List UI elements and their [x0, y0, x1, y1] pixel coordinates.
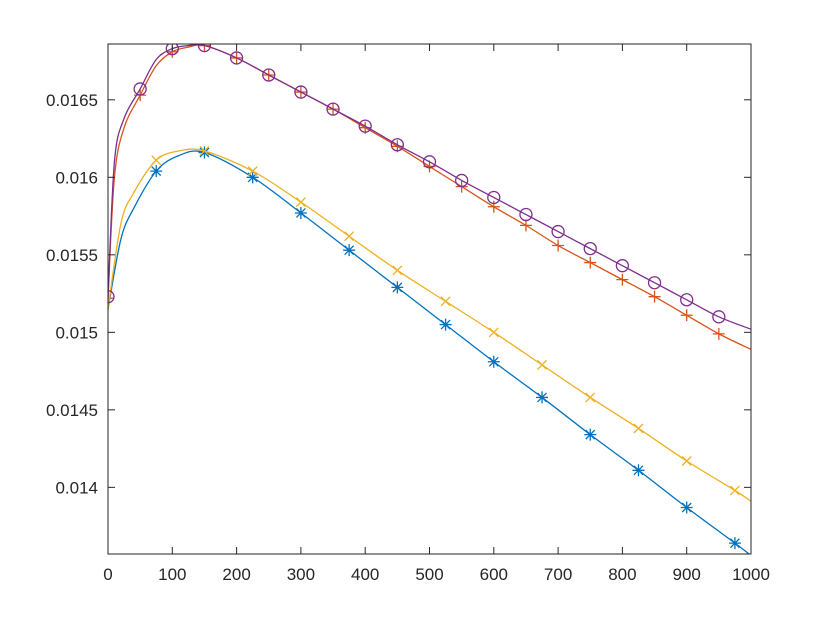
series-3-marker — [488, 327, 499, 338]
x-tick-label: 400 — [351, 565, 379, 584]
series-3-marker — [392, 265, 403, 276]
series-1-marker — [391, 281, 404, 294]
series-2-marker — [712, 327, 725, 340]
series-4-marker — [551, 224, 565, 239]
series-2-marker — [616, 273, 629, 286]
y-tick-label: 0.0155 — [46, 246, 98, 265]
series-4 — [108, 44, 751, 330]
series-4-marker — [133, 82, 147, 96]
series-2-marker — [584, 256, 597, 269]
x-tick-label: 700 — [544, 565, 572, 584]
x-tick-label: 100 — [158, 565, 186, 584]
y-tick-label: 0.0145 — [46, 401, 98, 420]
series-4-marker — [422, 155, 437, 169]
series-3-marker — [344, 231, 355, 242]
x-tick-label: 200 — [222, 565, 250, 584]
x-tick-label: 600 — [480, 565, 508, 584]
series-1-marker — [536, 391, 549, 404]
series-3-marker — [199, 146, 210, 156]
series-1-marker — [294, 206, 307, 219]
x-tick-label: 500 — [415, 565, 443, 584]
series-2-marker — [680, 309, 693, 322]
series-3-marker — [295, 197, 306, 208]
series-2-marker — [648, 290, 661, 303]
series-4-marker — [326, 102, 340, 116]
series-4-marker — [108, 290, 115, 304]
series-2-marker — [552, 239, 565, 252]
series-3-marker — [537, 359, 547, 370]
series-3-marker — [247, 166, 258, 177]
series-3-marker — [585, 392, 596, 403]
series-1-marker — [439, 318, 452, 331]
x-tick-label: 0 — [103, 565, 112, 584]
series-1-marker — [150, 165, 163, 178]
series-4-marker — [583, 241, 597, 256]
series-4-marker — [647, 276, 662, 290]
x-tick-label: 900 — [673, 565, 701, 584]
series-3-marker — [729, 485, 740, 496]
series-1 — [108, 146, 751, 554]
series-1-marker — [487, 355, 500, 368]
series-4-marker — [262, 68, 276, 82]
y-tick-label: 0.016 — [55, 168, 98, 187]
series-4-marker — [487, 190, 501, 205]
series-3-marker — [440, 296, 451, 307]
x-tick-label: 800 — [608, 565, 636, 584]
series-1-marker — [584, 428, 597, 441]
series-4-marker — [165, 44, 179, 56]
axes-layer: 0 100 200 300 400 500 600 700 800 900 1000 0.014 0.0… — [46, 43, 770, 584]
series-layer — [108, 44, 751, 554]
y-tick-label: 0.0165 — [46, 91, 98, 110]
series-4-marker — [229, 51, 244, 65]
series-4-marker — [454, 173, 469, 188]
series-4-line — [108, 44, 751, 330]
series-4-marker — [197, 44, 212, 53]
series-4-marker — [615, 259, 630, 273]
series-3-marker — [681, 456, 692, 466]
y-tick-label: 0.014 — [55, 478, 98, 497]
series-1-marker — [246, 171, 259, 184]
series-1-marker — [728, 537, 741, 550]
series-4-marker — [358, 119, 372, 133]
x-tick-label: 1000 — [732, 565, 770, 584]
series-1-marker — [343, 244, 356, 257]
series-3-marker — [633, 423, 644, 434]
y-tick-label: 0.015 — [55, 323, 98, 342]
series-4-marker — [390, 138, 405, 152]
series-1-marker — [198, 146, 211, 159]
series-4-marker — [294, 85, 308, 99]
x-tick-label: 300 — [287, 565, 315, 584]
series-2-marker — [108, 292, 114, 305]
series-4-marker — [712, 310, 726, 324]
series-3-marker — [151, 155, 162, 166]
series-2-marker — [519, 219, 532, 232]
series-1-marker — [680, 501, 693, 514]
series-4-marker — [519, 207, 533, 222]
series-3 — [108, 146, 751, 502]
series-2-marker — [487, 200, 500, 213]
series-4-marker — [680, 293, 694, 307]
series-1-marker — [632, 464, 645, 477]
plot-area — [108, 44, 751, 554]
